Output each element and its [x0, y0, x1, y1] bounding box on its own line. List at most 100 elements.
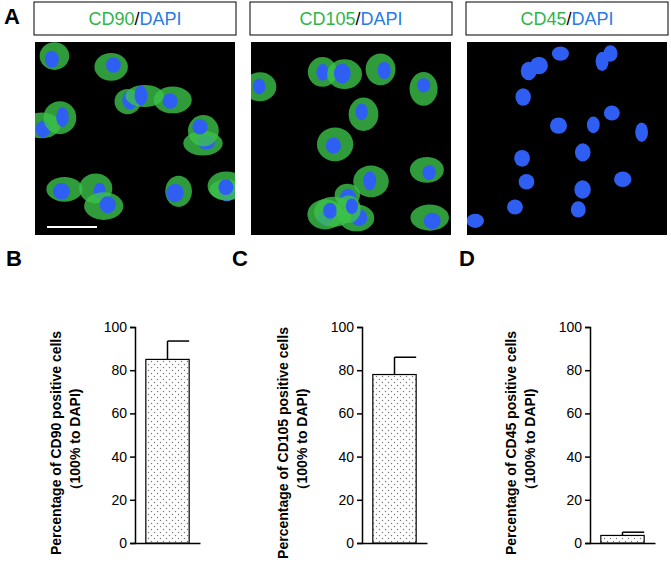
cell-nucleus: [422, 165, 435, 180]
error-cap: [623, 531, 645, 533]
axis-line: [585, 328, 591, 544]
cell-nucleus: [323, 203, 337, 219]
tick: 60: [111, 405, 135, 421]
cell-stain: [154, 87, 192, 114]
micrograph: [467, 42, 667, 235]
label-part: DAPI: [572, 9, 614, 29]
axis-title: Percentage of CD90 positive cells: [48, 331, 64, 555]
tick-label: 100: [104, 319, 128, 335]
tick: 0: [574, 535, 590, 551]
bar-chart: C020406080100Percentage of CD105 positiv…: [232, 246, 428, 559]
error-bar: [394, 357, 396, 374]
axis-title: （100% to DAPI): [294, 389, 310, 498]
cell-nucleus: [316, 64, 328, 81]
tick: 40: [338, 449, 362, 465]
cell-nucleus: [635, 122, 648, 142]
header-box: [250, 2, 452, 35]
cell-nucleus: [45, 51, 59, 68]
cell-stain: [94, 53, 127, 81]
image-background: [251, 42, 451, 235]
cell-nucleus: [614, 171, 631, 187]
cell-nucleus: [571, 201, 586, 217]
cell-nucleus: [515, 88, 530, 106]
cell-nucleus: [218, 179, 233, 195]
cell-stain: [353, 165, 389, 197]
tick: 0: [119, 535, 135, 551]
cell-nucleus: [550, 117, 567, 133]
tick-mark: [130, 456, 135, 458]
panel-letter: A: [4, 4, 20, 29]
cell-stain: [208, 171, 235, 200]
cell-nucleus: [363, 171, 376, 190]
figure: A CD90/DAPI CD105/DAPI CD45/DAPI B 0 20 40 60 80 1…: [0, 0, 671, 579]
marks: [601, 532, 644, 543]
panel-letter: B: [6, 246, 22, 271]
axis-title: Percentage of CD105 positive cells: [275, 327, 291, 559]
error-cap: [395, 356, 417, 358]
cell-nucleus: [326, 137, 341, 153]
header-label: CD105/DAPI: [299, 9, 402, 29]
bar: [373, 375, 416, 543]
tick: 20: [566, 492, 590, 508]
tick-mark: [585, 456, 590, 458]
y-axis: 020406080100: [331, 319, 363, 551]
y-axis: 020406080100: [559, 319, 591, 551]
header-box: [466, 2, 668, 35]
cell-nucleus: [507, 199, 523, 214]
tick: 60: [338, 405, 362, 421]
label-part: CD105: [299, 9, 355, 29]
tick: 80: [338, 362, 362, 378]
label-part: DAPI: [140, 9, 182, 29]
axis-title: （100% to DAPI): [67, 389, 83, 498]
tick-mark: [357, 543, 362, 545]
header-box: [34, 2, 236, 35]
tick-mark: [130, 500, 135, 502]
cell-nucleus: [355, 103, 367, 120]
marks: [146, 341, 189, 543]
tick-label: 100: [559, 319, 583, 335]
tick-mark: [585, 500, 590, 502]
tick-label: 20: [111, 492, 127, 508]
cell-nucleus: [603, 45, 617, 61]
cell-stain: [327, 59, 362, 89]
tick: 80: [566, 362, 590, 378]
header-label: CD90/DAPI: [88, 9, 181, 29]
bar-chart: B020406080100Percentage of CD90 positive…: [6, 246, 201, 555]
tick-mark: [357, 456, 362, 458]
cell-stain: [165, 176, 192, 207]
tick-label: 20: [566, 492, 582, 508]
tick: 100: [104, 319, 135, 335]
tick-mark: [585, 413, 590, 415]
tick: 100: [559, 319, 590, 335]
tick: 0: [346, 535, 362, 551]
tick: 20: [338, 492, 362, 508]
tick-mark: [130, 413, 135, 415]
panel-letter: C: [232, 246, 248, 271]
cell-stain: [366, 53, 396, 85]
panel-letter: D: [459, 246, 475, 271]
tick: 60: [566, 405, 590, 421]
tick-label: 80: [566, 362, 582, 378]
cell-stain: [40, 42, 70, 70]
cell-nucleus: [106, 57, 121, 72]
cell-nucleus: [346, 199, 358, 215]
image-background: [35, 42, 235, 235]
tick-mark: [130, 327, 135, 329]
tick-label: 0: [574, 535, 582, 551]
cell-stain: [336, 195, 360, 222]
y-axis: 020406080100: [104, 319, 136, 551]
tick-label: 80: [338, 362, 354, 378]
cell-nucleus: [166, 184, 184, 202]
tick-label: 20: [338, 492, 354, 508]
tick-mark: [130, 370, 135, 372]
header-label: CD45/DAPI: [520, 9, 613, 29]
marks: [373, 357, 416, 543]
tick-label: 80: [111, 362, 127, 378]
cell-nucleus: [575, 143, 591, 161]
cell-nucleus: [135, 86, 148, 106]
cell-nucleus: [192, 119, 207, 134]
cell-stain: [84, 192, 123, 220]
label-part: CD90: [88, 9, 134, 29]
tick-label: 60: [566, 405, 582, 421]
tick-label: 0: [119, 535, 127, 551]
